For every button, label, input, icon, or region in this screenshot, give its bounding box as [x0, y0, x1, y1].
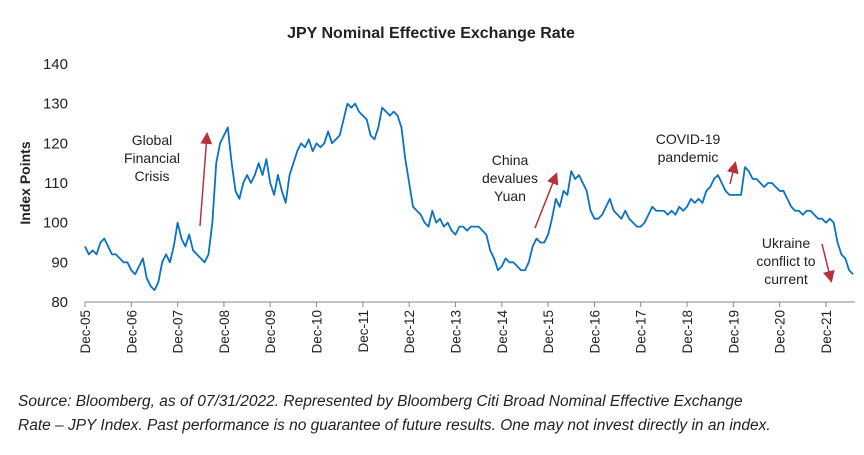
x-tick-label: Dec-08	[217, 310, 232, 354]
y-axis-label: Index Points	[17, 141, 33, 224]
x-tick-label: Dec-07	[171, 310, 186, 354]
x-tick-label: Dec-21	[819, 310, 834, 354]
arrow	[199, 132, 213, 227]
y-tick-label: 80	[51, 294, 68, 311]
annotation-arrows	[199, 132, 835, 283]
x-tick-label: Dec-20	[773, 310, 788, 354]
x-tick-label: Dec-15	[541, 310, 556, 354]
x-tick-label: Dec-18	[680, 310, 695, 354]
y-tick-label: 110	[44, 175, 68, 192]
x-tick-label: Dec-13	[448, 310, 463, 354]
annotation: Global	[132, 132, 172, 148]
chart-title: JPY Nominal Effective Exchange Rate	[287, 25, 575, 42]
annotation: devalues	[482, 170, 538, 186]
x-tick-label: Dec-10	[310, 310, 325, 354]
y-tick-label: 120	[43, 135, 68, 152]
source-note: Rate – JPY Index. Past performance is no…	[18, 417, 771, 434]
annotation: Financial	[124, 150, 180, 166]
x-tick-label: Dec-19	[726, 310, 741, 354]
annotation: Ukraine	[762, 235, 810, 251]
arrow	[726, 161, 739, 185]
y-tick-label: 140	[43, 56, 68, 73]
annotation: China	[492, 152, 529, 168]
annotation: conflict to	[756, 253, 815, 269]
x-tick-label: Dec-09	[263, 310, 278, 354]
x-tick-label: Dec-16	[587, 310, 602, 354]
arrow	[534, 172, 559, 229]
annotation: pandemic	[658, 149, 719, 165]
x-tick-label: Dec-17	[634, 310, 649, 354]
x-tick-label: Dec-05	[78, 310, 93, 354]
y-tick-label: 90	[51, 254, 68, 271]
annotation: Crisis	[135, 168, 170, 184]
annotation: Yuan	[494, 188, 526, 204]
x-tick-label: Dec-11	[356, 310, 371, 353]
source-note: Source: Bloomberg, as of 07/31/2022. Rep…	[18, 393, 743, 410]
annotation: current	[764, 271, 808, 287]
annotation: COVID-19	[656, 131, 721, 147]
arrow	[821, 243, 835, 283]
x-tick-label: Dec-06	[124, 310, 139, 354]
x-tick-label: Dec-12	[402, 310, 417, 354]
y-tick-label: 130	[43, 96, 68, 113]
x-tick-label: Dec-14	[495, 310, 510, 354]
y-tick-label: 100	[43, 215, 68, 232]
series-line	[84, 102, 854, 291]
